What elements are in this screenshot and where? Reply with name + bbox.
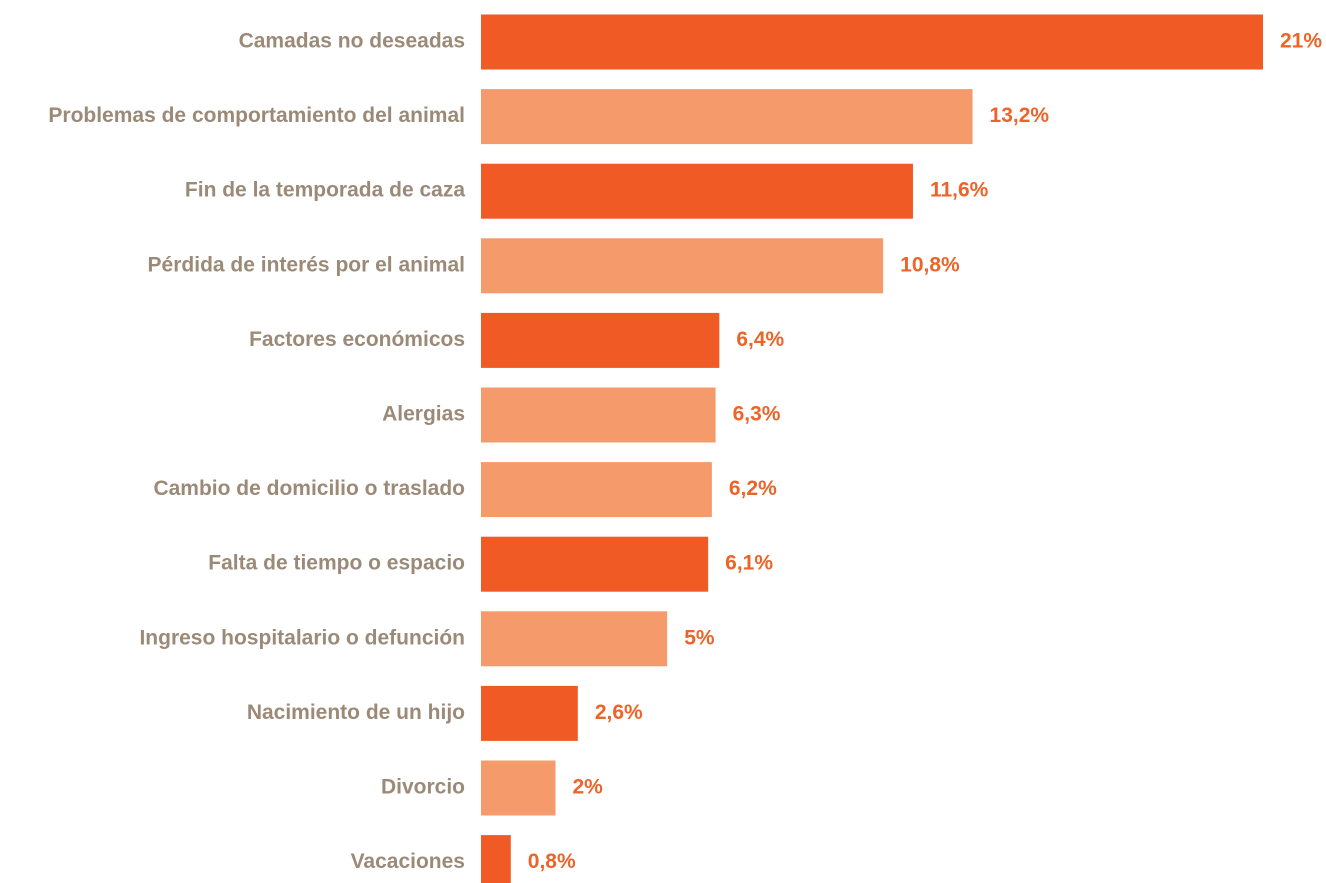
bar [481,14,1263,70]
category-label: Alergias [382,403,465,426]
bar [481,536,709,592]
value-label: 11,6% [930,179,989,202]
bar [481,685,578,741]
category-label: Camadas no deseadas [239,30,465,53]
value-label: 13,2% [990,104,1050,127]
category-label: Nacimiento de un hijo [247,701,465,724]
category-label: Problemas de comportamiento del animal [48,104,465,127]
bar [481,163,913,219]
value-label: 6,4% [736,328,784,351]
category-label: Divorcio [381,776,465,799]
bar [481,462,712,518]
bar [481,312,720,368]
category-label: Fin de la temporada de caza [185,179,465,202]
bar [481,611,668,667]
value-label: 5% [684,626,715,649]
category-label: Factores económicos [249,328,465,351]
category-label: Vacaciones [351,850,465,873]
value-label: 6,2% [729,477,777,500]
category-label: Falta de tiempo o espacio [208,552,465,575]
bar [481,387,716,443]
bar [481,835,511,883]
value-label: 10,8% [900,253,960,276]
bar [481,238,884,294]
category-label: Pérdida de interés por el animal [148,253,465,276]
value-label: 2% [572,776,603,799]
bar [481,760,556,816]
value-label: 6,1% [725,552,773,575]
category-label: Cambio de domicilio o traslado [153,477,465,500]
value-label: 0,8% [528,850,576,873]
category-label: Ingreso hospitalario o defunción [139,626,465,649]
value-label: 21% [1280,30,1322,53]
bar [481,89,973,145]
value-label: 2,6% [595,701,643,724]
value-label: 6,3% [733,403,781,426]
